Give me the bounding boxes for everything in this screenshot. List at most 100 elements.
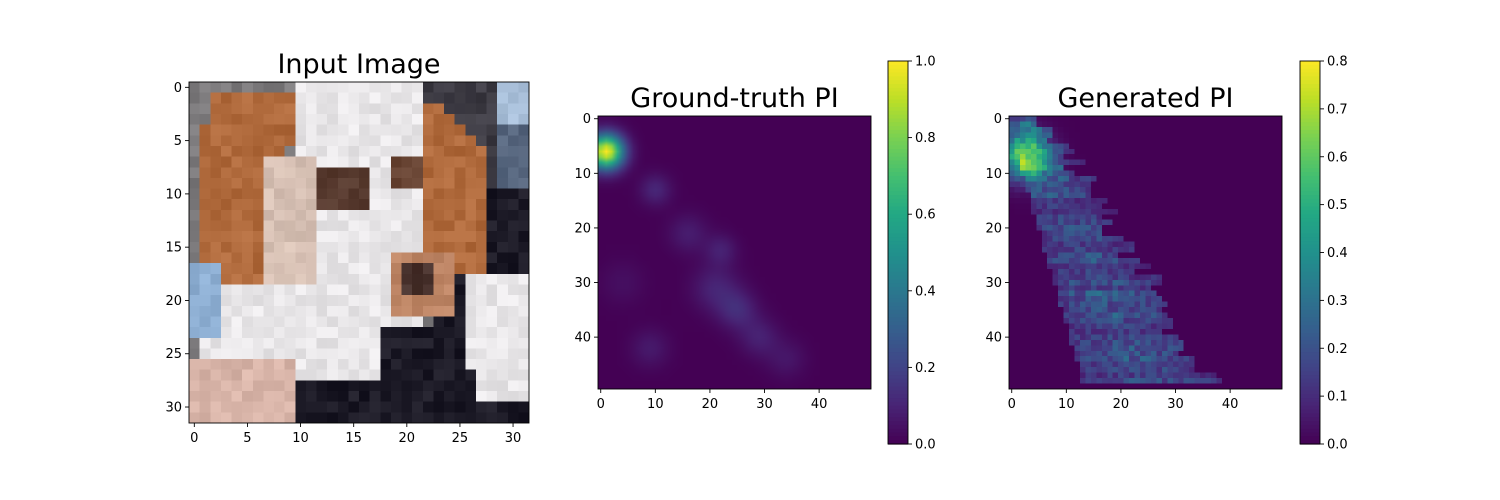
colorbar-segment [1300, 129, 1320, 135]
colorbar-segment [1300, 225, 1320, 231]
colorbar-segment [888, 267, 908, 273]
colorbar-segment [888, 309, 908, 315]
colorbar-segment [888, 76, 908, 81]
colorbar-segment [1300, 352, 1320, 357]
colorbar-segment [1300, 91, 1320, 97]
colorbar-segment [1300, 72, 1320, 77]
colorbar-segment [1300, 214, 1320, 219]
y-tick-label: 20 [985, 221, 1002, 236]
colorbar-segment [1300, 325, 1320, 330]
colorbar-segment [1300, 64, 1320, 70]
x-tick-label: 10 [1058, 397, 1075, 412]
colorbar-tick-label: 0.7 [1327, 102, 1348, 117]
colorbar-segment [888, 263, 908, 269]
colorbar-segment [1300, 126, 1320, 131]
y-tick-label: 0 [583, 112, 591, 127]
colorbar-segment [1300, 432, 1320, 437]
colorbar-tick-label: 0.6 [915, 208, 936, 223]
y-tick-label: 30 [985, 276, 1002, 291]
colorbar-segment [1300, 83, 1320, 89]
y-tick-label: 30 [165, 401, 182, 416]
colorbar-segment [1300, 145, 1320, 150]
colorbar-segment [888, 313, 908, 319]
x-tick-label: 40 [1222, 397, 1239, 412]
colorbar-segment [888, 103, 908, 108]
colorbar-segment [888, 336, 908, 342]
colorbar-segment [1300, 152, 1320, 158]
axes-frame [597, 115, 872, 390]
colorbar-segment [1300, 359, 1320, 365]
y-tick-label: 40 [574, 331, 591, 346]
colorbar-segment [1300, 286, 1320, 292]
colorbar-segment [1300, 306, 1320, 311]
colorbar-segment [888, 214, 908, 219]
colorbar-segment [888, 218, 908, 223]
colorbar-segment [1300, 195, 1320, 200]
colorbar-tick-label: 0.8 [915, 131, 936, 146]
colorbar-segment [1300, 103, 1320, 108]
colorbar-segment [1300, 382, 1320, 388]
y-tick-label: 30 [574, 276, 591, 291]
y-tick-label: 0 [994, 112, 1002, 127]
colorbar-segment [1300, 378, 1320, 384]
colorbar-segment [888, 286, 908, 292]
colorbar-segment [1300, 244, 1320, 250]
x-tick-label: 15 [345, 431, 362, 446]
chart-title: Ground-truth PI [630, 83, 838, 114]
colorbar-segment [888, 64, 908, 70]
colorbar-segment [888, 137, 908, 143]
colorbar-segment [888, 195, 908, 200]
colorbar-segment [888, 348, 908, 353]
colorbar-tick-label: 0.2 [915, 361, 936, 376]
colorbar-segment [1300, 218, 1320, 223]
colorbar-segment [888, 61, 908, 66]
colorbar-segment [888, 91, 908, 97]
colorbar-tick-label: 1.0 [915, 55, 936, 70]
colorbar-segment [1300, 263, 1320, 269]
colorbar-segment [888, 160, 908, 166]
colorbar-segment [888, 436, 908, 441]
chart-title: Generated PI [1057, 83, 1233, 114]
colorbar-segment [888, 87, 908, 93]
colorbar-segment [888, 156, 908, 162]
axes-frame [1008, 115, 1283, 390]
colorbar-segment [888, 386, 908, 391]
colorbar-segment [888, 329, 908, 334]
colorbar-segment [1300, 336, 1320, 342]
colorbar-frame [887, 60, 909, 445]
colorbar-segment [1300, 114, 1320, 120]
colorbar-segment [1300, 367, 1320, 372]
colorbar-segment [888, 421, 908, 426]
colorbar-segment [888, 394, 908, 399]
colorbar-segment [1300, 405, 1320, 411]
axes-layer: 0.0 0.2 0.4 0.6 0.8 1.0 0.0 0.1 0.2 0.3 0.4 0.5 0.6 0… [165, 49, 1347, 453]
colorbar-segment [888, 172, 908, 177]
colorbar-segment [888, 179, 908, 185]
colorbar-segment [1300, 348, 1320, 353]
colorbar-segment [1300, 110, 1320, 116]
colorbar-segment [888, 233, 908, 238]
colorbar-segment [1300, 386, 1320, 391]
colorbar-segment [1300, 401, 1320, 407]
x-tick-label: 30 [505, 431, 522, 446]
colorbar-segment [1300, 141, 1320, 146]
colorbar-segment [888, 355, 908, 361]
colorbar-segment [1300, 221, 1320, 227]
colorbar-segment [1300, 329, 1320, 334]
colorbar-segment [888, 401, 908, 407]
colorbar-segment [1300, 252, 1320, 257]
colorbar-segment [888, 95, 908, 100]
colorbar-segment [888, 363, 908, 368]
colorbar-segment [1300, 428, 1320, 434]
colorbar-segment [888, 225, 908, 231]
colorbar-segment [888, 279, 908, 284]
colorbar-segment [888, 382, 908, 388]
colorbar-segment [888, 68, 908, 74]
colorbar-segment [1300, 156, 1320, 162]
colorbar-segment [888, 164, 908, 169]
colorbar-segment [1300, 95, 1320, 100]
x-tick-label: 20 [702, 397, 719, 412]
x-tick-label: 30 [1167, 397, 1184, 412]
colorbar-segment [1300, 87, 1320, 93]
